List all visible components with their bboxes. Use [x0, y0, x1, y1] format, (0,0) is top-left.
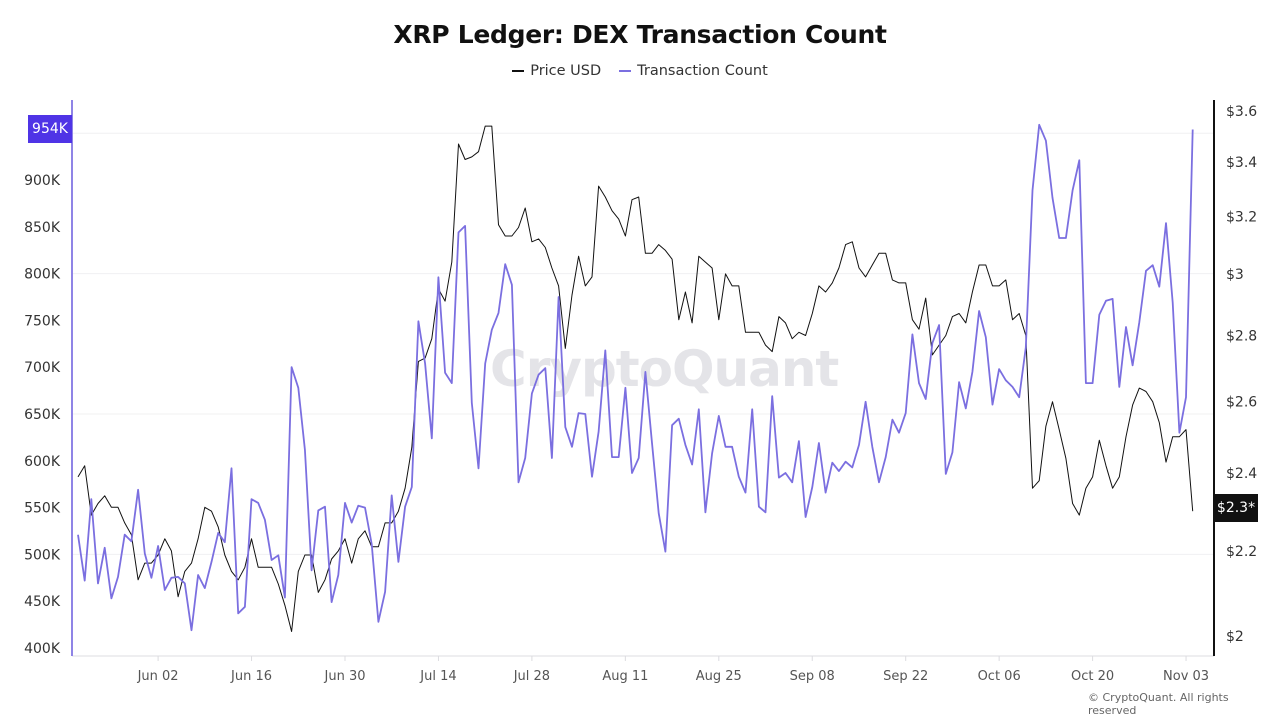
- x-tick-label: Oct 06: [978, 669, 1021, 684]
- left-tick-label: 450K: [24, 594, 61, 610]
- legend-swatch-price: [512, 70, 525, 72]
- left-tick-label: 550K: [24, 501, 61, 517]
- right-tick-label: $2.6: [1226, 395, 1257, 411]
- x-tick-label: Oct 20: [1071, 669, 1114, 684]
- legend: Price USD Transaction Count: [0, 63, 1280, 79]
- transaction-count-line: [77, 123, 1194, 632]
- left-tick-label: 700K: [24, 360, 61, 376]
- series-lines: [77, 123, 1194, 632]
- x-axis-ticks: Jun 02 Jun 16 Jun 30 Jul 14 Jul 28 Aug 11 Aug …: [137, 656, 1209, 684]
- x-tick-label: Jul 14: [419, 669, 456, 684]
- right-axis-ticks: $2 $2.2 $2.4 $2.6 $2.8 $3 $3.2 $3.4 $3.6: [1226, 104, 1257, 645]
- legend-item-transaction-count[interactable]: Transaction Count: [619, 63, 768, 79]
- x-tick-label: Jun 30: [324, 669, 366, 684]
- left-tick-label: 750K: [24, 313, 61, 329]
- right-tick-label: $3.6: [1226, 104, 1257, 120]
- left-tick-label: 600K: [24, 454, 61, 470]
- transaction-count-series: [77, 123, 1194, 632]
- legend-item-price[interactable]: Price USD: [512, 63, 601, 79]
- x-tick-label: Jun 16: [230, 669, 272, 684]
- x-tick-label: Nov 03: [1163, 669, 1209, 684]
- left-tick-label: 400K: [24, 641, 61, 657]
- left-tick-label: 850K: [24, 220, 61, 236]
- legend-swatch-transaction-count: [619, 70, 632, 72]
- right-tick-label: $2.4: [1226, 466, 1257, 482]
- copyright-footer: © CryptoQuant. All rights reserved: [1088, 691, 1229, 717]
- x-tick-label: Aug 25: [696, 669, 742, 684]
- right-tick-label: $2.8: [1226, 329, 1257, 345]
- x-tick-label: Sep 08: [790, 669, 835, 684]
- right-tick-label: $3: [1226, 267, 1244, 283]
- x-tick-label: Sep 22: [883, 669, 928, 684]
- left-axis-ticks: 400K 450K 500K 550K 600K 650K 700K 750K 800K 850K…: [24, 173, 61, 657]
- left-tick-label: 500K: [24, 547, 61, 563]
- left-tick-label: 900K: [24, 173, 61, 189]
- right-tick-label: $2: [1226, 629, 1244, 645]
- legend-label-price: Price USD: [530, 63, 602, 79]
- left-tick-label: 650K: [24, 407, 61, 423]
- current-count-badge: 954K: [28, 115, 72, 143]
- right-tick-label: $3.4: [1226, 155, 1257, 171]
- chart-title: XRP Ledger: DEX Transaction Count: [393, 20, 887, 49]
- x-tick-label: Jul 28: [513, 669, 550, 684]
- price-line: [77, 125, 1194, 632]
- legend-label-transaction-count: Transaction Count: [637, 63, 768, 79]
- axes: [71, 100, 1215, 657]
- x-tick-label: Jun 02: [137, 669, 179, 684]
- gridlines: [72, 132, 1214, 555]
- right-tick-label: $3.2: [1226, 209, 1257, 225]
- right-tick-label: $2.2: [1226, 544, 1257, 560]
- price-series: [77, 125, 1194, 632]
- current-price-badge: $2.3*: [1214, 494, 1258, 522]
- left-tick-label: 800K: [24, 267, 61, 283]
- x-tick-label: Aug 11: [602, 669, 648, 684]
